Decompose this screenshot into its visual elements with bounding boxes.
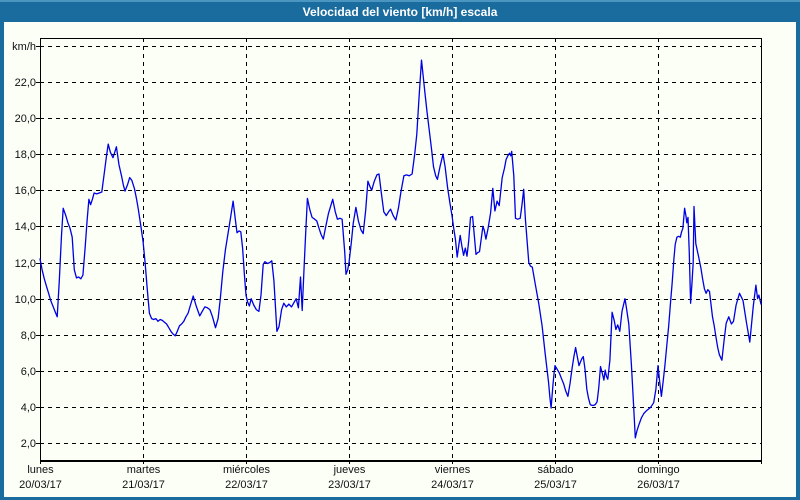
window-frame-right xyxy=(796,22,800,500)
y-tick-label: 20,0 xyxy=(14,112,36,125)
wind-speed-plot xyxy=(36,38,762,464)
plot-border xyxy=(40,38,762,461)
y-tick-label: 22,0 xyxy=(14,76,36,89)
y-tick-label: 8,0 xyxy=(20,329,36,342)
wind-speed-line xyxy=(39,59,762,439)
y-tick-label: km/h xyxy=(12,40,36,53)
y-tick-label: 10,0 xyxy=(14,293,36,306)
x-tick-date-label: 20/03/17 xyxy=(19,479,62,491)
x-tick-date-label: 24/03/17 xyxy=(431,479,474,491)
x-tick-date-label: 26/03/17 xyxy=(637,479,680,491)
x-tick-day-label: lunes xyxy=(27,464,54,476)
window-titlebar[interactable]: Velocidad del viento [km/h] escala xyxy=(0,0,800,22)
x-tick-day-label: jueves xyxy=(333,464,366,476)
x-tick-date-label: 22/03/17 xyxy=(225,479,268,491)
y-tick-label: 16,0 xyxy=(14,184,36,197)
y-tick-label: 18,0 xyxy=(14,148,36,161)
x-tick-day-label: domingo xyxy=(637,464,680,476)
x-tick-day-label: martes xyxy=(126,464,161,476)
x-tick-date-label: 25/03/17 xyxy=(534,479,577,491)
x-tick-day-label: miércoles xyxy=(222,464,271,476)
y-tick-label: 4,0 xyxy=(20,401,36,414)
window-frame-bottom xyxy=(0,497,800,500)
y-tick-label: 2,0 xyxy=(20,437,36,450)
y-tick-label: 14,0 xyxy=(14,220,36,233)
y-tick-label: 12,0 xyxy=(14,257,36,270)
x-tick-date-label: 23/03/17 xyxy=(328,479,371,491)
x-tick-day-label: viernes xyxy=(434,464,471,476)
chart-title: Velocidad del viento [km/h] escala xyxy=(302,5,498,19)
x-tick-date-label: 21/03/17 xyxy=(122,479,165,491)
window-frame-left xyxy=(0,22,4,500)
y-tick-label: 6,0 xyxy=(20,365,36,378)
x-tick-day-label: sábado xyxy=(537,464,574,476)
